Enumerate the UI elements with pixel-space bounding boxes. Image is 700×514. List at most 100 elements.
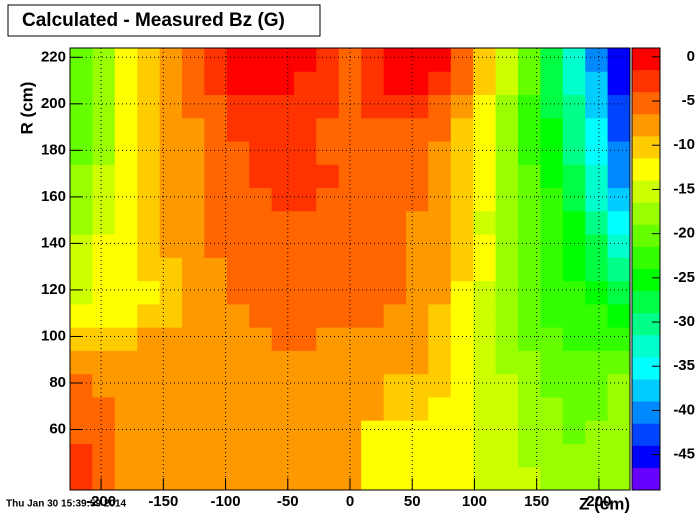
cell <box>316 396 340 421</box>
cell <box>361 327 385 351</box>
cell <box>383 280 407 305</box>
cell <box>495 117 519 142</box>
colorbar-band <box>632 467 660 491</box>
cell <box>383 48 407 72</box>
cell <box>70 94 93 119</box>
cell <box>383 257 407 282</box>
cell <box>204 71 228 96</box>
cell <box>518 280 541 305</box>
cell <box>159 280 183 305</box>
x-tick-label: 50 <box>404 493 421 510</box>
cell <box>540 48 564 72</box>
x-tick-label: -50 <box>277 493 299 510</box>
cell <box>316 327 340 351</box>
cell <box>271 164 295 189</box>
cell <box>159 234 183 258</box>
cell <box>540 373 564 398</box>
cell <box>361 466 385 491</box>
cell <box>294 164 317 189</box>
cell <box>428 443 452 468</box>
cell <box>495 71 519 96</box>
cell <box>294 396 317 421</box>
cell <box>92 117 116 142</box>
cell <box>473 71 497 96</box>
colorbar-tick-label: -30 <box>673 313 695 330</box>
cell <box>540 303 564 328</box>
cell <box>159 443 183 468</box>
cell <box>540 420 564 444</box>
cell <box>182 141 205 165</box>
cell <box>159 327 183 351</box>
cell <box>338 234 362 258</box>
cell <box>495 373 519 398</box>
cell <box>361 257 385 282</box>
y-tick-label: 140 <box>41 234 66 251</box>
cell <box>114 164 138 189</box>
cell <box>294 94 317 119</box>
cell <box>114 466 138 491</box>
cell <box>271 420 295 444</box>
cell <box>361 350 385 375</box>
cell <box>406 234 429 258</box>
cell <box>473 350 497 375</box>
cell <box>294 187 317 212</box>
cell <box>607 117 631 142</box>
cell <box>607 420 631 444</box>
cell <box>428 164 452 189</box>
cell <box>406 327 429 351</box>
cell <box>92 396 116 421</box>
cell <box>428 396 452 421</box>
cell <box>518 117 541 142</box>
cell <box>607 443 631 468</box>
cell <box>585 303 609 328</box>
cell <box>70 420 93 444</box>
cell <box>92 187 116 212</box>
cell <box>316 373 340 398</box>
cell <box>562 350 586 375</box>
cell <box>540 396 564 421</box>
cell <box>137 280 161 305</box>
cell <box>249 187 273 212</box>
cell <box>361 396 385 421</box>
cell <box>226 327 250 351</box>
cell <box>562 141 586 165</box>
cell <box>361 141 385 165</box>
cell <box>495 327 519 351</box>
cell <box>473 466 497 491</box>
cell <box>137 350 161 375</box>
cell <box>338 187 362 212</box>
cell <box>361 48 385 72</box>
cell <box>114 280 138 305</box>
cell <box>92 303 116 328</box>
cell <box>226 396 250 421</box>
cell <box>294 280 317 305</box>
cell <box>562 466 586 491</box>
cell <box>137 117 161 142</box>
cell <box>473 303 497 328</box>
cell <box>450 303 474 328</box>
cell <box>495 443 519 468</box>
cell <box>159 373 183 398</box>
cell <box>249 71 273 96</box>
cell <box>182 280 205 305</box>
cell <box>406 350 429 375</box>
cell <box>585 373 609 398</box>
cell <box>361 187 385 212</box>
cell <box>204 420 228 444</box>
cell <box>70 443 93 468</box>
cell <box>182 350 205 375</box>
cell <box>383 420 407 444</box>
cell <box>92 94 116 119</box>
cell <box>316 280 340 305</box>
cell <box>338 373 362 398</box>
cell <box>137 373 161 398</box>
cell <box>428 141 452 165</box>
colorbar-tick-label: -20 <box>673 225 695 242</box>
cell <box>495 234 519 258</box>
cell <box>294 141 317 165</box>
cell <box>338 257 362 282</box>
cell <box>383 187 407 212</box>
cell <box>316 141 340 165</box>
cell <box>137 71 161 96</box>
cell <box>338 48 362 72</box>
